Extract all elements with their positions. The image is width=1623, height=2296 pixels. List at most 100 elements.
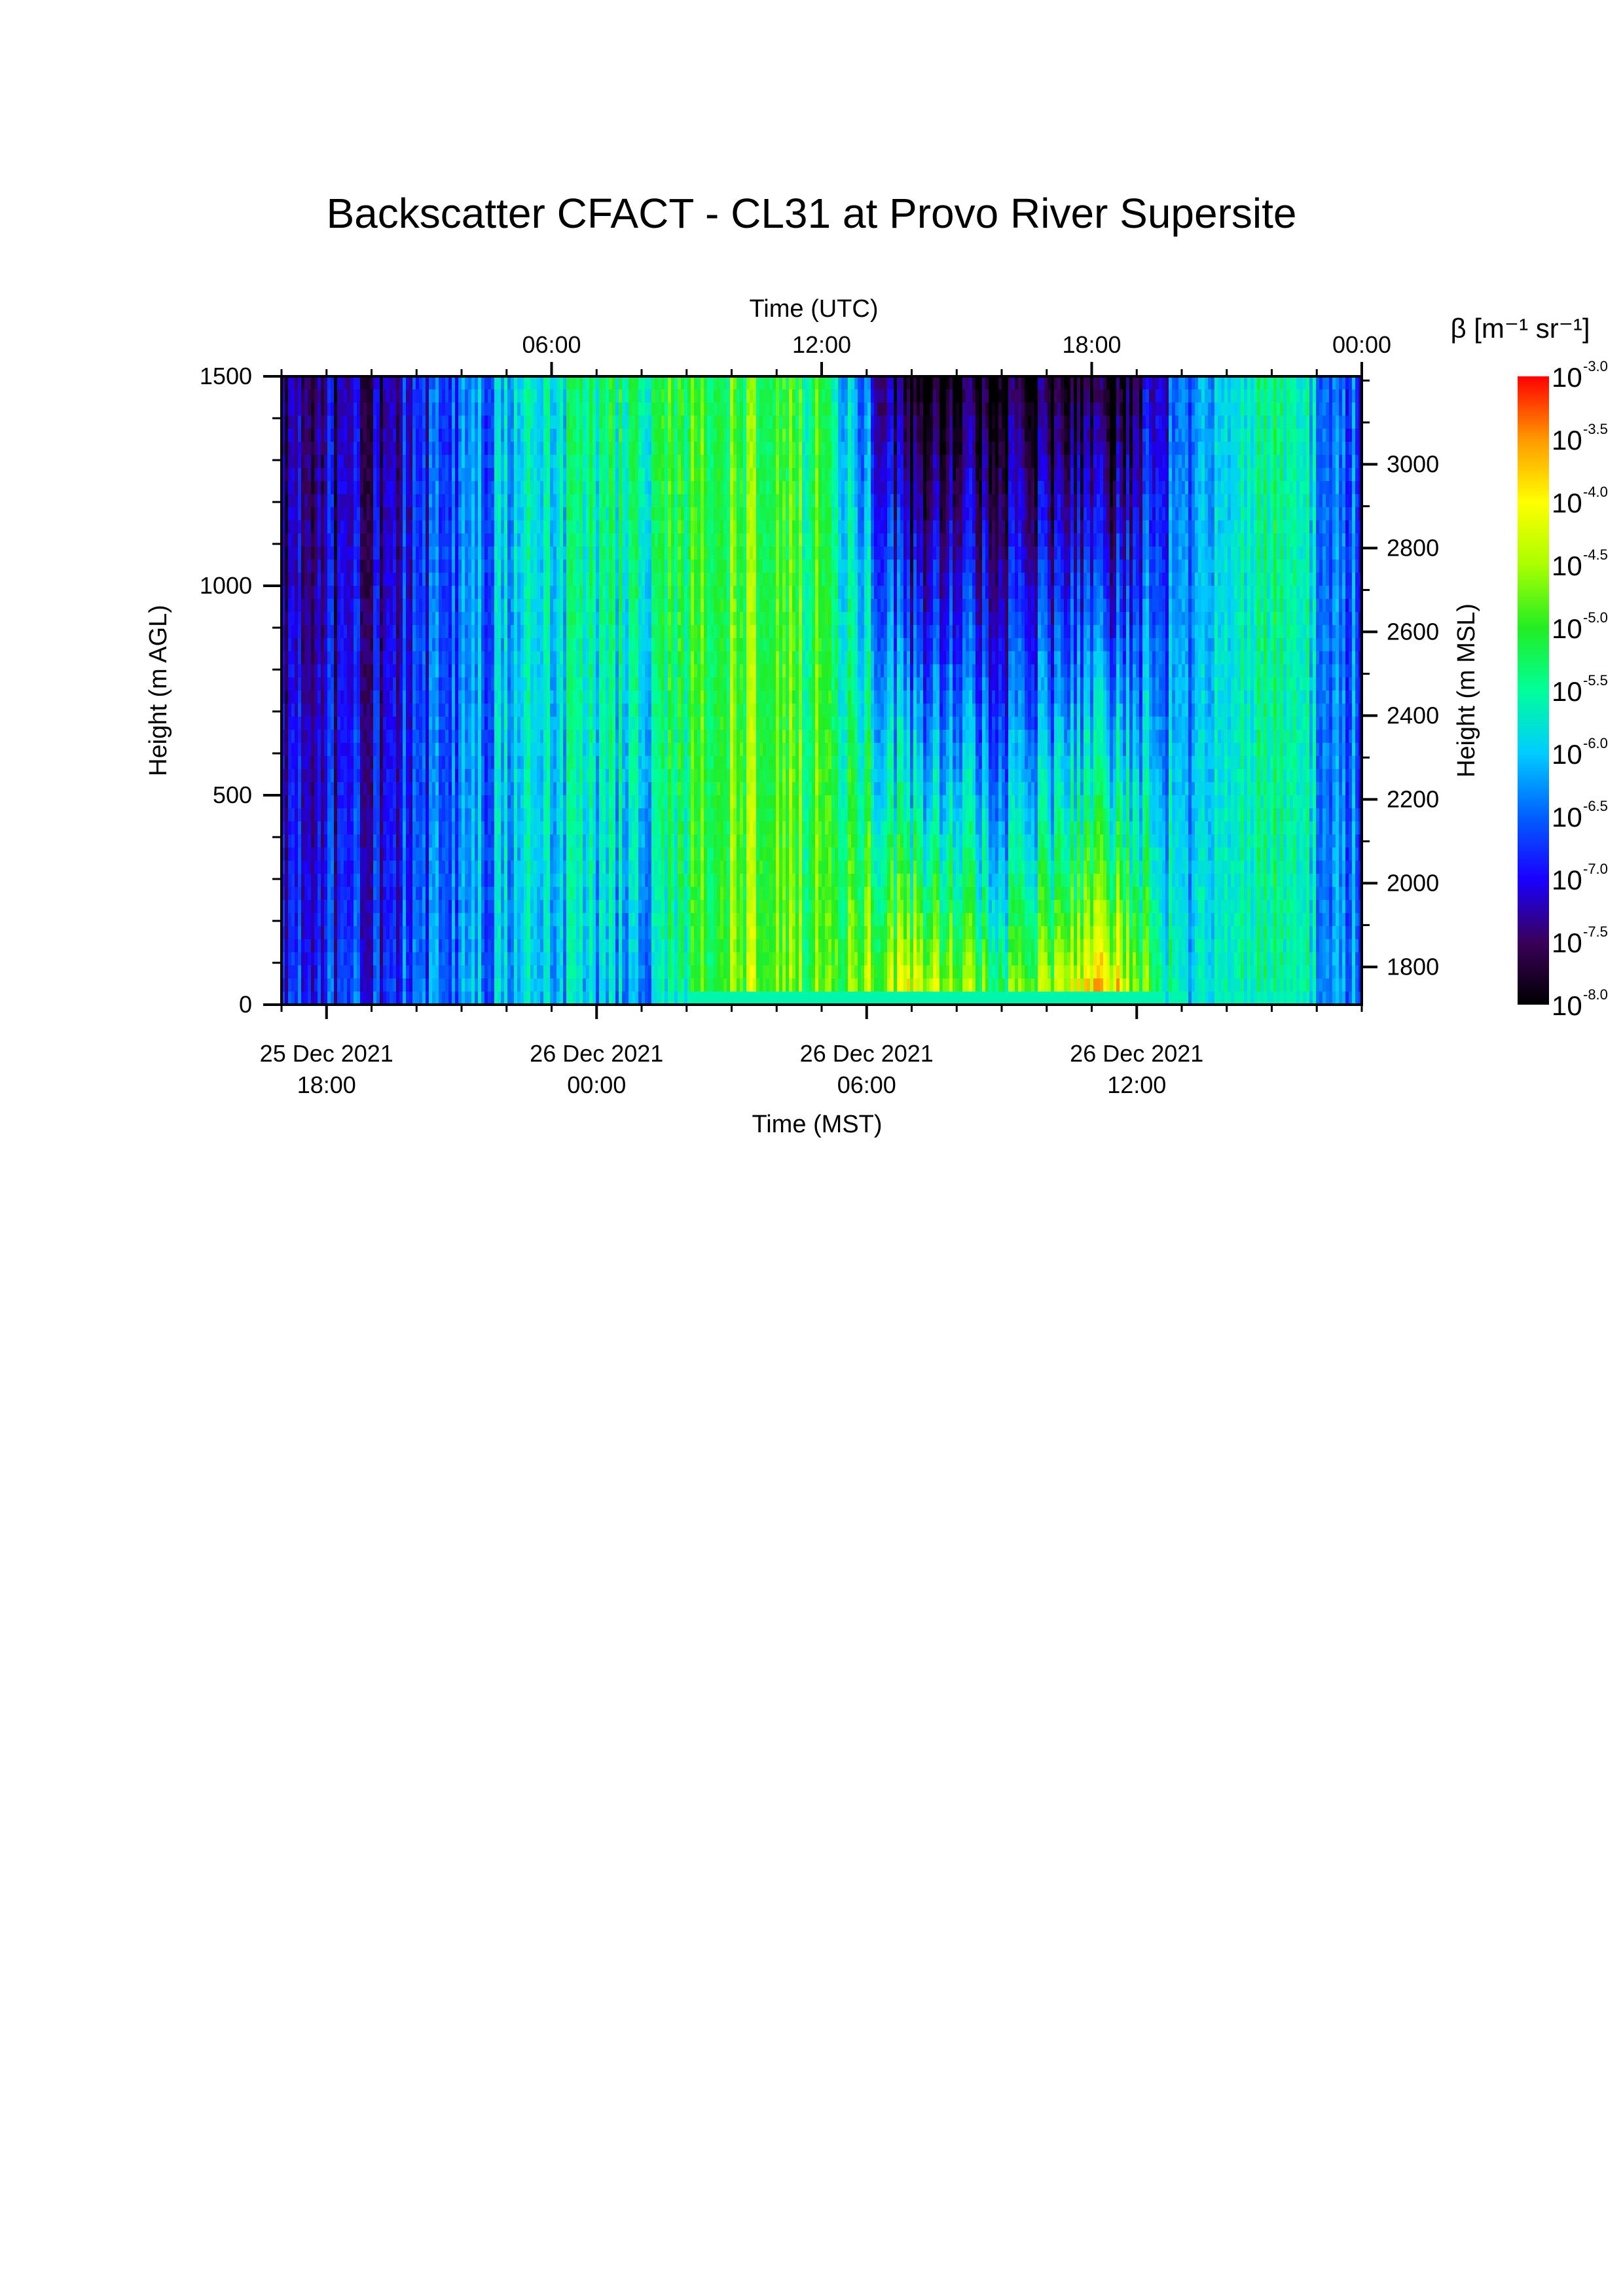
heatmap-cell <box>439 403 443 416</box>
heatmap-cell <box>550 481 554 495</box>
heatmap-cell <box>550 573 554 586</box>
heatmap-cell <box>426 416 429 429</box>
heatmap-cell <box>298 416 302 429</box>
heatmap-cell <box>602 900 606 914</box>
heatmap-cell <box>570 952 574 966</box>
heatmap-cell <box>432 560 436 573</box>
heatmap-cell <box>553 808 557 822</box>
heatmap-cell <box>465 926 469 940</box>
heatmap-cell <box>291 992 295 1005</box>
heatmap-cell <box>357 507 361 521</box>
heatmap-cell <box>527 992 531 1005</box>
heatmap-cell <box>347 769 351 783</box>
heatmap-cell <box>340 821 344 835</box>
heatmap-cell <box>586 704 590 717</box>
heatmap-cell <box>291 442 295 456</box>
heatmap-cell <box>370 507 374 521</box>
heatmap-cell <box>615 691 619 704</box>
heatmap-cell <box>318 848 321 861</box>
heatmap-cell <box>573 978 577 992</box>
heatmap-cell <box>354 769 357 783</box>
heatmap-cell <box>399 389 403 403</box>
heatmap-cell <box>399 547 403 560</box>
heatmap-cell <box>501 429 505 442</box>
heatmap-cell <box>553 376 557 390</box>
heatmap-cell <box>291 468 295 482</box>
heatmap-cell <box>563 769 567 783</box>
heatmap-cell <box>439 691 443 704</box>
heatmap-cell <box>540 442 544 456</box>
heatmap-cell <box>435 442 439 456</box>
heatmap-cell <box>442 573 446 586</box>
heatmap-cell <box>412 691 416 704</box>
heatmap-cell <box>612 939 616 953</box>
heatmap-cell <box>606 586 610 600</box>
heatmap-cell <box>468 821 472 835</box>
heatmap-cell <box>534 965 538 979</box>
heatmap-cell <box>583 533 587 547</box>
heatmap-cell <box>615 939 619 953</box>
heatmap-cell <box>288 704 292 717</box>
heatmap-cell <box>491 978 495 992</box>
heatmap-cell <box>471 795 475 809</box>
heatmap-cell <box>380 468 384 482</box>
heatmap-cell <box>498 834 501 848</box>
heatmap-cell <box>360 376 364 390</box>
heatmap-cell <box>340 612 344 626</box>
heatmap-cell <box>439 599 443 613</box>
heatmap-cell <box>340 965 344 979</box>
heatmap-cell <box>285 887 289 901</box>
heatmap-cell <box>439 494 443 508</box>
heatmap-cell <box>478 769 482 783</box>
heatmap-cell <box>553 834 557 848</box>
heatmap-cell <box>304 455 308 469</box>
heatmap-cell <box>455 978 459 992</box>
heatmap-cell <box>583 455 587 469</box>
heatmap-cell <box>524 743 528 757</box>
heatmap-cell <box>340 887 344 901</box>
heatmap-cell <box>367 939 371 953</box>
heatmap-cell <box>471 913 475 927</box>
heatmap-cell <box>304 874 308 888</box>
heatmap-cell <box>291 730 295 744</box>
heatmap-cell <box>386 965 390 979</box>
heatmap-cell <box>547 952 551 966</box>
heatmap-cell <box>304 834 308 848</box>
heatmap-cell <box>566 782 570 796</box>
heatmap-cell <box>514 651 518 665</box>
heatmap-cell <box>399 442 403 456</box>
heatmap-cell <box>543 978 547 992</box>
heatmap-cell <box>426 769 429 783</box>
heatmap-cell <box>540 834 544 848</box>
heatmap-cell <box>602 913 606 927</box>
heatmap-cell <box>563 704 567 717</box>
heatmap-cell <box>540 808 544 822</box>
heatmap-cell <box>367 834 371 848</box>
heatmap-cell <box>442 651 446 665</box>
heatmap-cell <box>419 939 423 953</box>
heatmap-cell <box>380 704 384 717</box>
heatmap-cell <box>606 926 610 940</box>
heatmap-cell <box>498 795 501 809</box>
heatmap-cell <box>471 494 475 508</box>
heatmap-cell <box>370 821 374 835</box>
heatmap-cell <box>435 887 439 901</box>
heatmap-cell <box>396 939 400 953</box>
heatmap-cell <box>301 507 305 521</box>
heatmap-cell <box>383 821 387 835</box>
heatmap-cell <box>393 625 397 639</box>
heatmap-cell <box>556 625 560 639</box>
heatmap-cell <box>399 939 403 953</box>
heatmap-cell <box>324 638 328 652</box>
heatmap-cell <box>406 743 410 757</box>
heatmap-cell <box>494 730 498 744</box>
heatmap-cell <box>295 416 299 429</box>
heatmap-cell <box>458 468 462 482</box>
heatmap-cell <box>373 507 377 521</box>
heatmap-cell <box>426 455 429 469</box>
heatmap-cell <box>396 730 400 744</box>
heatmap-cell <box>615 992 619 1005</box>
heatmap-cell <box>350 887 354 901</box>
heatmap-cell <box>304 743 308 757</box>
heatmap-cell <box>596 599 600 613</box>
